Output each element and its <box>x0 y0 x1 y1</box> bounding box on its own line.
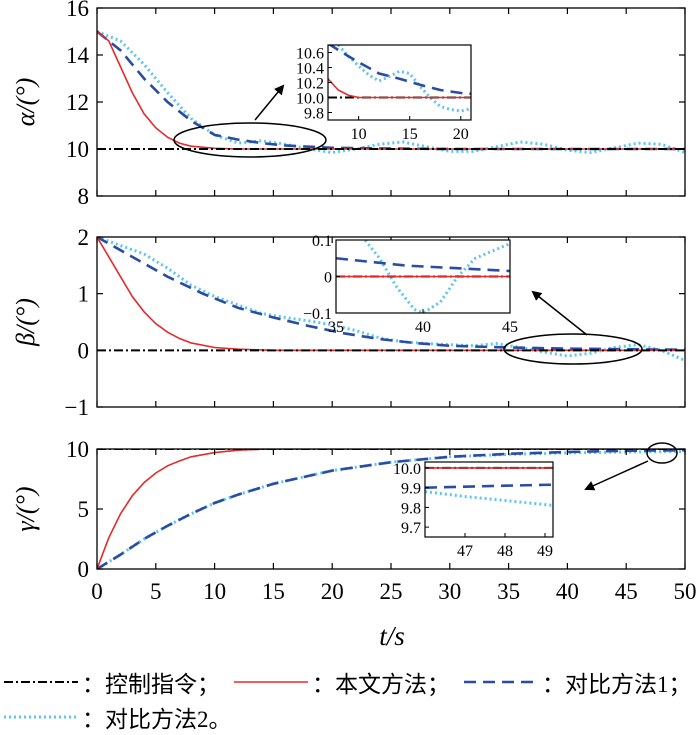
inset-y-tick-label: 10.2 <box>296 76 324 93</box>
y-tick-label: 10 <box>66 437 89 462</box>
x-tick-label: 45 <box>615 579 638 604</box>
legend-label: ：对比方法2。 <box>82 707 232 732</box>
panel-3-series-1 <box>97 449 685 569</box>
x-tick-label: 25 <box>380 579 403 604</box>
y-tick-label: 0 <box>78 338 90 363</box>
inset-x-tick-label: 35 <box>328 319 344 336</box>
y-tick-label: 14 <box>66 43 90 68</box>
x-tick-label: 10 <box>203 579 226 604</box>
inset-2-series-3 <box>363 240 510 313</box>
legend-label: ：控制指令； <box>82 672 220 697</box>
inset-3-series-2 <box>425 483 553 489</box>
panel-3-frame <box>96 448 686 570</box>
panel-2: −1 0 1 2 β/(°) −0.1 0 0.1 35 40 45 <box>11 225 686 420</box>
y-axis-label: γ/(°) <box>11 486 40 531</box>
legend: ：控制指令； ：本文方法； ：对比方法1； ：对比方法2。 <box>0 664 700 735</box>
x-tick-label: 40 <box>556 579 579 604</box>
legend-swatch <box>464 680 538 684</box>
y-tick-label: 1 <box>78 282 90 307</box>
x-tick-label: 15 <box>262 579 285 604</box>
inset-x-tick-label: 40 <box>415 319 431 336</box>
inset-y-tick-label: 9.9 <box>401 481 421 498</box>
legend-swatch <box>4 715 78 719</box>
legend-item: ：控制指令； <box>4 665 220 699</box>
inset-1-series-3 <box>337 45 471 113</box>
legend-label: ：本文方法； <box>312 672 450 697</box>
y-tick-label: 10 <box>66 137 89 162</box>
legend-row-2: ：对比方法2。 <box>4 701 246 733</box>
panel-1: 8 10 12 14 16 α/(°) 9.810.010.210.410.6 10 15 20 <box>11 0 686 209</box>
inset-x-tick-label: 47 <box>457 543 473 560</box>
y-tick-label: −1 <box>65 395 89 420</box>
inset-y-tick-label: 10.0 <box>296 91 324 108</box>
panel-3-series-3 <box>97 449 685 569</box>
zoom-arrow <box>254 84 285 121</box>
inset-x-tick-label: 15 <box>402 126 418 143</box>
legend-swatch <box>234 681 308 683</box>
zoom-arrow <box>531 290 588 336</box>
legend-item: ：对比方法2。 <box>4 700 232 734</box>
inset-y-tick-label: 10.6 <box>296 46 324 63</box>
y-axis-label: β/(°) <box>11 298 40 347</box>
inset-3-series-3 <box>425 490 553 507</box>
inset-y-tick-label: −0.1 <box>303 306 332 323</box>
inset-1-series-2 <box>328 45 471 96</box>
panel-3: 0 5 10 0 5 10 15 20 25 30 35 40 45 50 γ/(°) 9.7 9.8 9.9 10… <box>11 437 697 604</box>
panel-3-inset: 9.7 9.8 9.9 10.0 47 48 49 <box>393 461 554 560</box>
legend-swatch <box>4 681 78 683</box>
inset-x-tick-label: 49 <box>537 543 553 560</box>
x-tick-label: 20 <box>321 579 344 604</box>
legend-label: ：对比方法1； <box>542 672 692 697</box>
panel-1-series-3 <box>97 30 685 155</box>
panel-1-inset: 9.810.010.210.410.6 10 15 20 <box>296 44 472 143</box>
legend-row-1: ：控制指令； ：本文方法； ：对比方法1； <box>4 666 700 698</box>
x-tick-label: 30 <box>438 579 461 604</box>
zoom-callouts <box>173 84 678 491</box>
panel-2-series-1 <box>97 237 685 352</box>
zoom-ellipse <box>173 122 327 158</box>
y-tick-label: 8 <box>78 184 90 209</box>
inset-y-tick-label: 10.4 <box>296 61 324 78</box>
y-tick-label: 5 <box>78 497 90 522</box>
panel-3-series-2 <box>97 449 685 569</box>
x-tick-label: 35 <box>497 579 520 604</box>
inset-y-tick-label: 9.8 <box>304 106 324 123</box>
zoom-arrow <box>584 460 649 491</box>
x-tick-label: 5 <box>150 579 162 604</box>
y-tick-label: 2 <box>78 225 90 250</box>
x-tick-label: 0 <box>91 579 103 604</box>
y-tick-label: 0 <box>78 557 90 582</box>
panel-2-series-3 <box>97 237 685 362</box>
y-tick-label: 16 <box>66 0 89 21</box>
panel-2-inset: −0.1 0 0.1 35 40 45 <box>303 233 518 336</box>
inset-y-tick-label: 9.8 <box>401 500 421 517</box>
inset-y-tick-label: 9.7 <box>401 520 421 537</box>
inset-x-tick-label: 20 <box>453 126 469 143</box>
zoom-ellipse <box>646 442 678 464</box>
inset-y-tick-label: 10.0 <box>393 461 421 478</box>
inset-x-tick-label: 45 <box>502 319 518 336</box>
x-tick-label: 50 <box>674 579 697 604</box>
y-tick-label: 12 <box>66 90 89 115</box>
panel-2-series-2 <box>97 237 685 352</box>
inset-2-series-2 <box>336 256 510 273</box>
inset-y-tick-label: 0.1 <box>312 233 332 250</box>
zoom-ellipse <box>503 333 643 365</box>
legend-item: ：本文方法； <box>234 665 450 699</box>
inset-y-tick-label: 0 <box>324 270 332 287</box>
legend-item: ：对比方法1； <box>464 665 692 699</box>
inset-x-tick-label: 48 <box>497 543 513 560</box>
x-axis-label: t/s <box>379 621 405 651</box>
inset-frame <box>424 461 554 538</box>
inset-x-tick-label: 10 <box>351 126 367 143</box>
y-axis-label: α/(°) <box>11 78 40 127</box>
inset-1-series-1 <box>328 78 471 99</box>
